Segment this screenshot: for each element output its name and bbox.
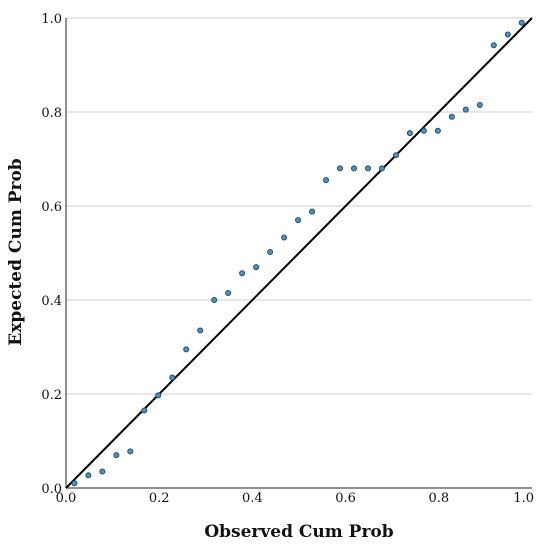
x-tick-label: 0.0	[56, 491, 77, 506]
data-point	[420, 127, 427, 134]
x-tick-label: 0.6	[335, 491, 356, 506]
data-point	[281, 234, 288, 241]
data-point	[490, 42, 497, 49]
data-point	[434, 127, 441, 134]
data-point	[71, 480, 78, 487]
x-tick-label: 0.8	[428, 491, 449, 506]
data-point	[85, 472, 92, 479]
y-tick-label: 0.8	[41, 106, 62, 121]
y-tick-label: 1.0	[41, 12, 62, 27]
y-tick-labels: 0.0 0.2 0.4 0.6 0.8 1.0	[41, 12, 62, 497]
y-axis-title: Expected Cum Prob	[6, 158, 26, 345]
data-point	[253, 264, 260, 271]
data-point	[309, 208, 316, 215]
data-points	[71, 19, 525, 487]
data-point	[225, 289, 232, 296]
data-point	[169, 374, 176, 381]
data-point	[448, 113, 455, 120]
x-axis-title: Observed Cum Prob	[204, 522, 393, 542]
axes	[65, 18, 532, 489]
data-point	[504, 31, 511, 38]
data-point	[406, 130, 413, 137]
x-tick-label: 0.2	[149, 491, 170, 506]
data-point	[323, 177, 330, 184]
x-tick-label: 0.4	[242, 491, 263, 506]
data-point	[462, 106, 469, 113]
data-point	[295, 217, 302, 224]
data-point	[267, 249, 274, 256]
y-tick-label: 0.2	[41, 388, 62, 403]
data-point	[239, 270, 246, 277]
data-point	[211, 296, 218, 303]
data-point	[141, 407, 148, 414]
data-point	[350, 165, 357, 172]
data-point	[155, 392, 162, 399]
reference-line	[65, 17, 533, 489]
y-tick-label: 0.6	[41, 200, 62, 215]
x-tick-label: 1.0	[513, 491, 534, 506]
reference-line-group	[65, 17, 533, 489]
data-point	[364, 165, 371, 172]
data-point	[476, 101, 483, 108]
data-point	[127, 448, 134, 455]
data-point	[337, 165, 344, 172]
data-point	[392, 152, 399, 159]
data-point	[99, 468, 106, 475]
data-point	[113, 452, 120, 459]
x-tick-labels: 0.0 0.2 0.4 0.6 0.8 1.0	[56, 491, 534, 506]
data-point	[183, 346, 190, 353]
grid-lines	[66, 17, 532, 395]
data-point	[518, 19, 525, 26]
data-point	[378, 165, 385, 172]
y-tick-label: 0.0	[41, 482, 62, 497]
data-point	[197, 327, 204, 334]
y-tick-label: 0.4	[41, 294, 62, 309]
